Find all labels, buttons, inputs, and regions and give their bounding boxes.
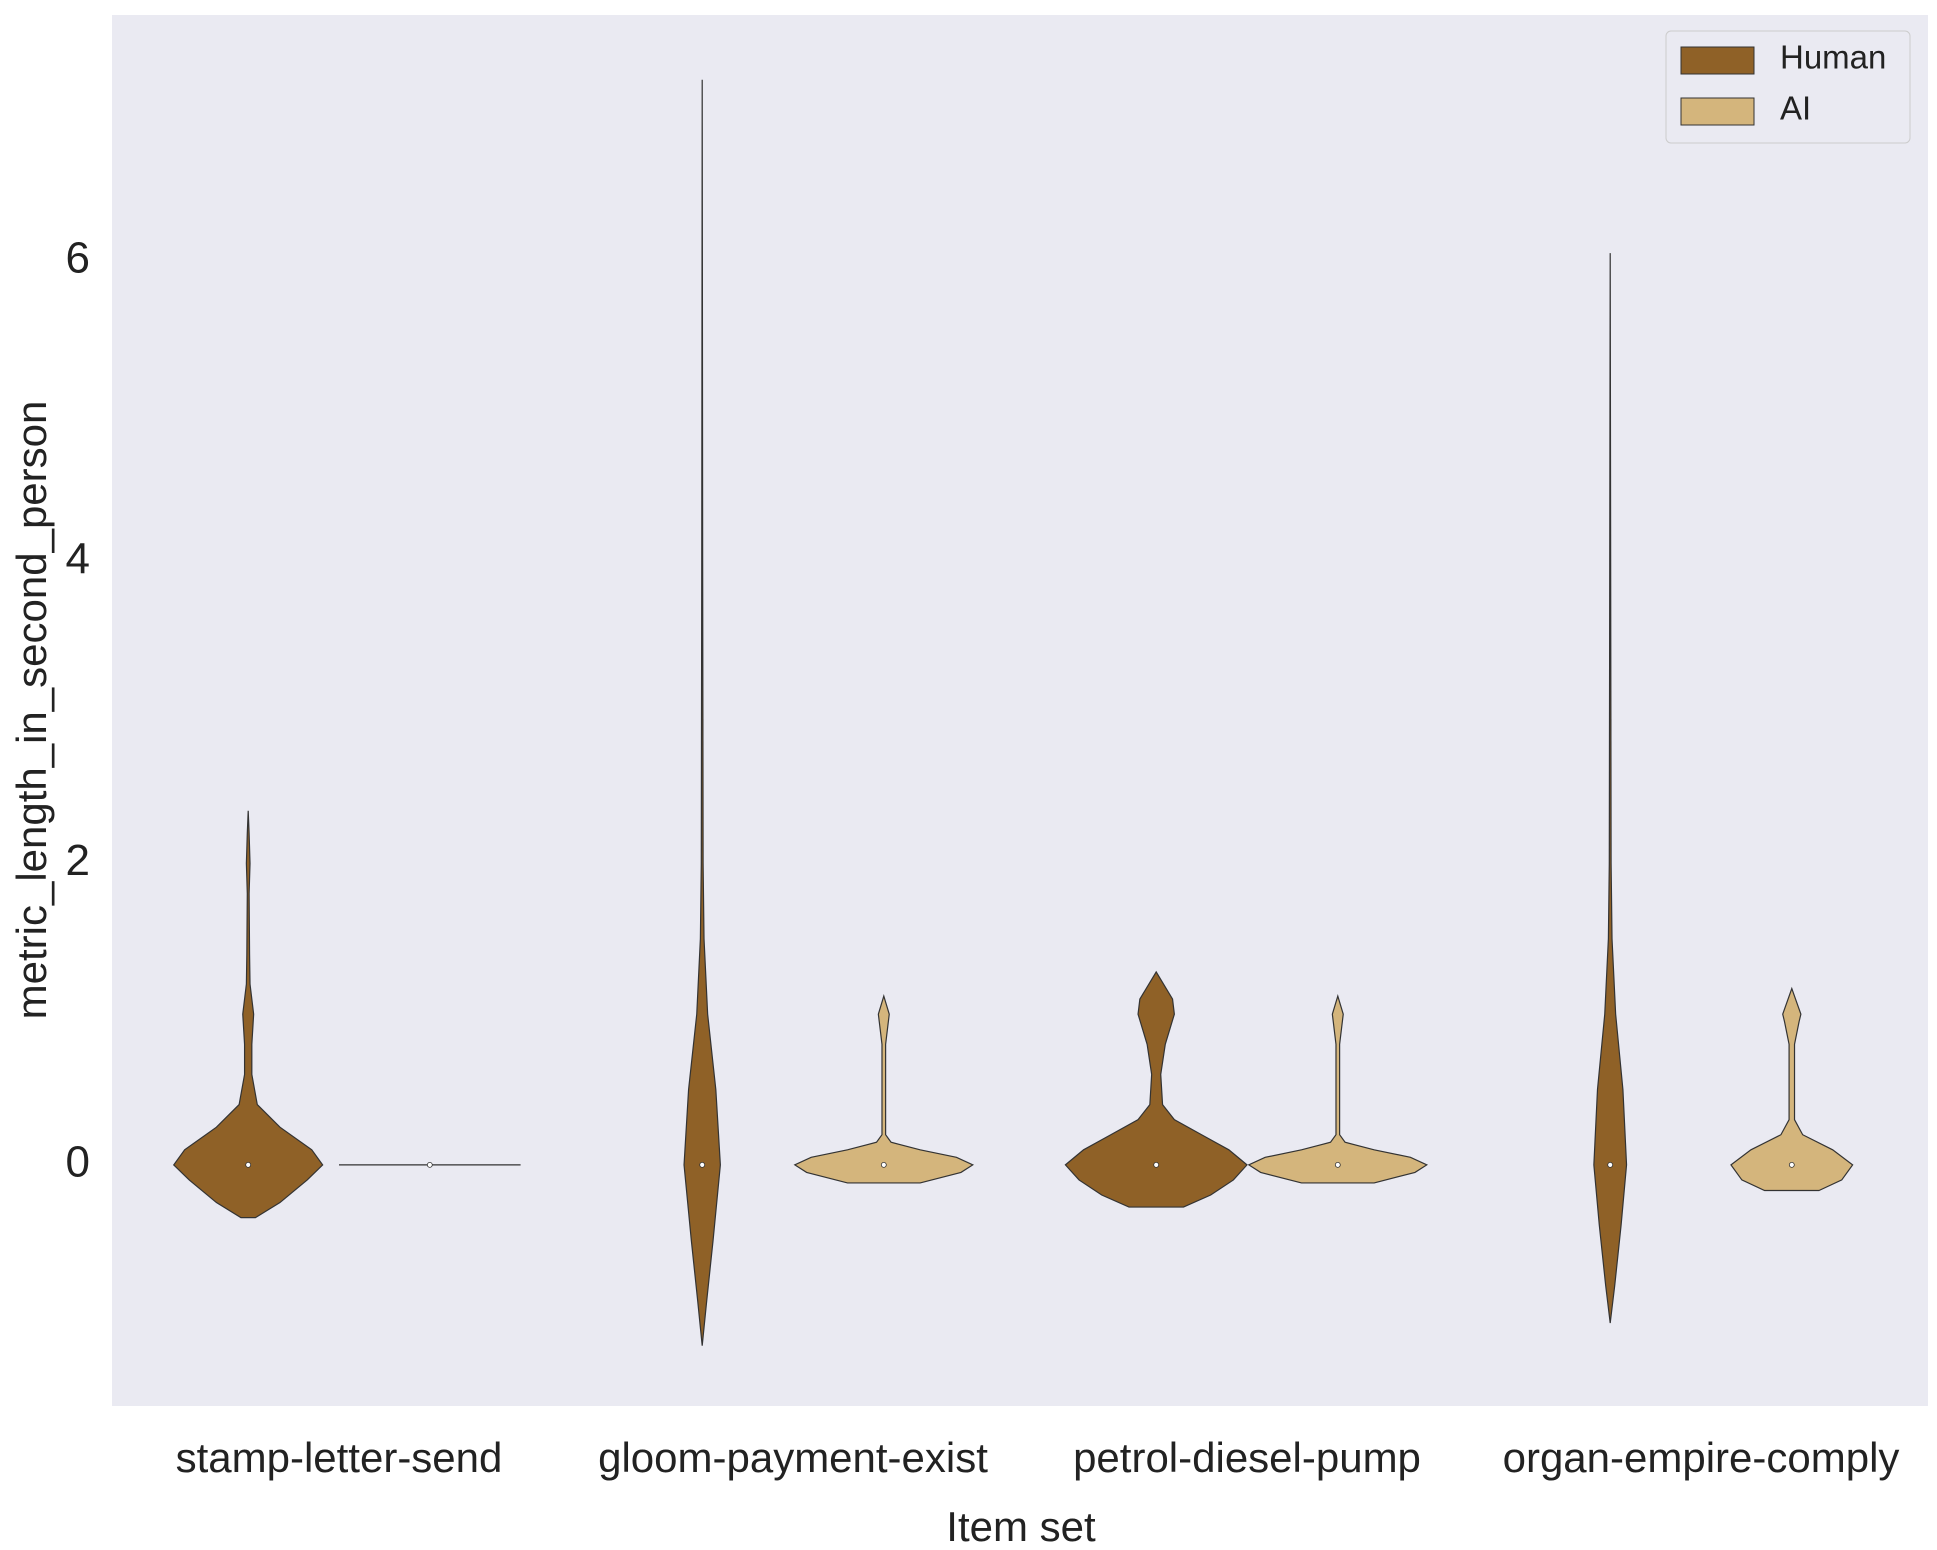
violin bbox=[1593, 253, 1628, 1324]
y-tick-label: 6 bbox=[66, 233, 90, 282]
legend-swatch bbox=[1680, 97, 1755, 126]
x-tick-label: organ-empire-comply bbox=[1503, 1434, 1900, 1481]
legend-label: AI bbox=[1780, 90, 1811, 127]
median-dot bbox=[1788, 1161, 1795, 1168]
plot-area bbox=[112, 15, 1928, 1406]
violin bbox=[1247, 994, 1429, 1184]
violin bbox=[793, 994, 975, 1184]
median-dot bbox=[1153, 1161, 1160, 1168]
violin bbox=[1730, 986, 1854, 1192]
violin bbox=[172, 810, 324, 1219]
median-dot bbox=[1334, 1161, 1341, 1168]
y-tick-label: 2 bbox=[66, 836, 90, 885]
legend-swatch bbox=[1680, 46, 1755, 75]
y-tick-label: 0 bbox=[66, 1137, 90, 1186]
median-dot bbox=[1607, 1161, 1614, 1168]
x-tick-label: petrol-diesel-pump bbox=[1073, 1434, 1421, 1481]
y-tick-label: 4 bbox=[66, 535, 90, 584]
violin bbox=[1064, 970, 1248, 1208]
legend-label: Human bbox=[1780, 39, 1886, 76]
median-dot bbox=[880, 1161, 887, 1168]
x-axis-label: Item set bbox=[946, 1503, 1096, 1550]
y-axis-label: metric_length_in_second_person bbox=[8, 401, 55, 1020]
median-dot bbox=[245, 1161, 252, 1168]
x-tick-label: gloom-payment-exist bbox=[598, 1434, 988, 1481]
median-dot bbox=[426, 1161, 433, 1168]
median-dot bbox=[699, 1161, 706, 1168]
x-tick-label: stamp-letter-send bbox=[176, 1434, 503, 1481]
